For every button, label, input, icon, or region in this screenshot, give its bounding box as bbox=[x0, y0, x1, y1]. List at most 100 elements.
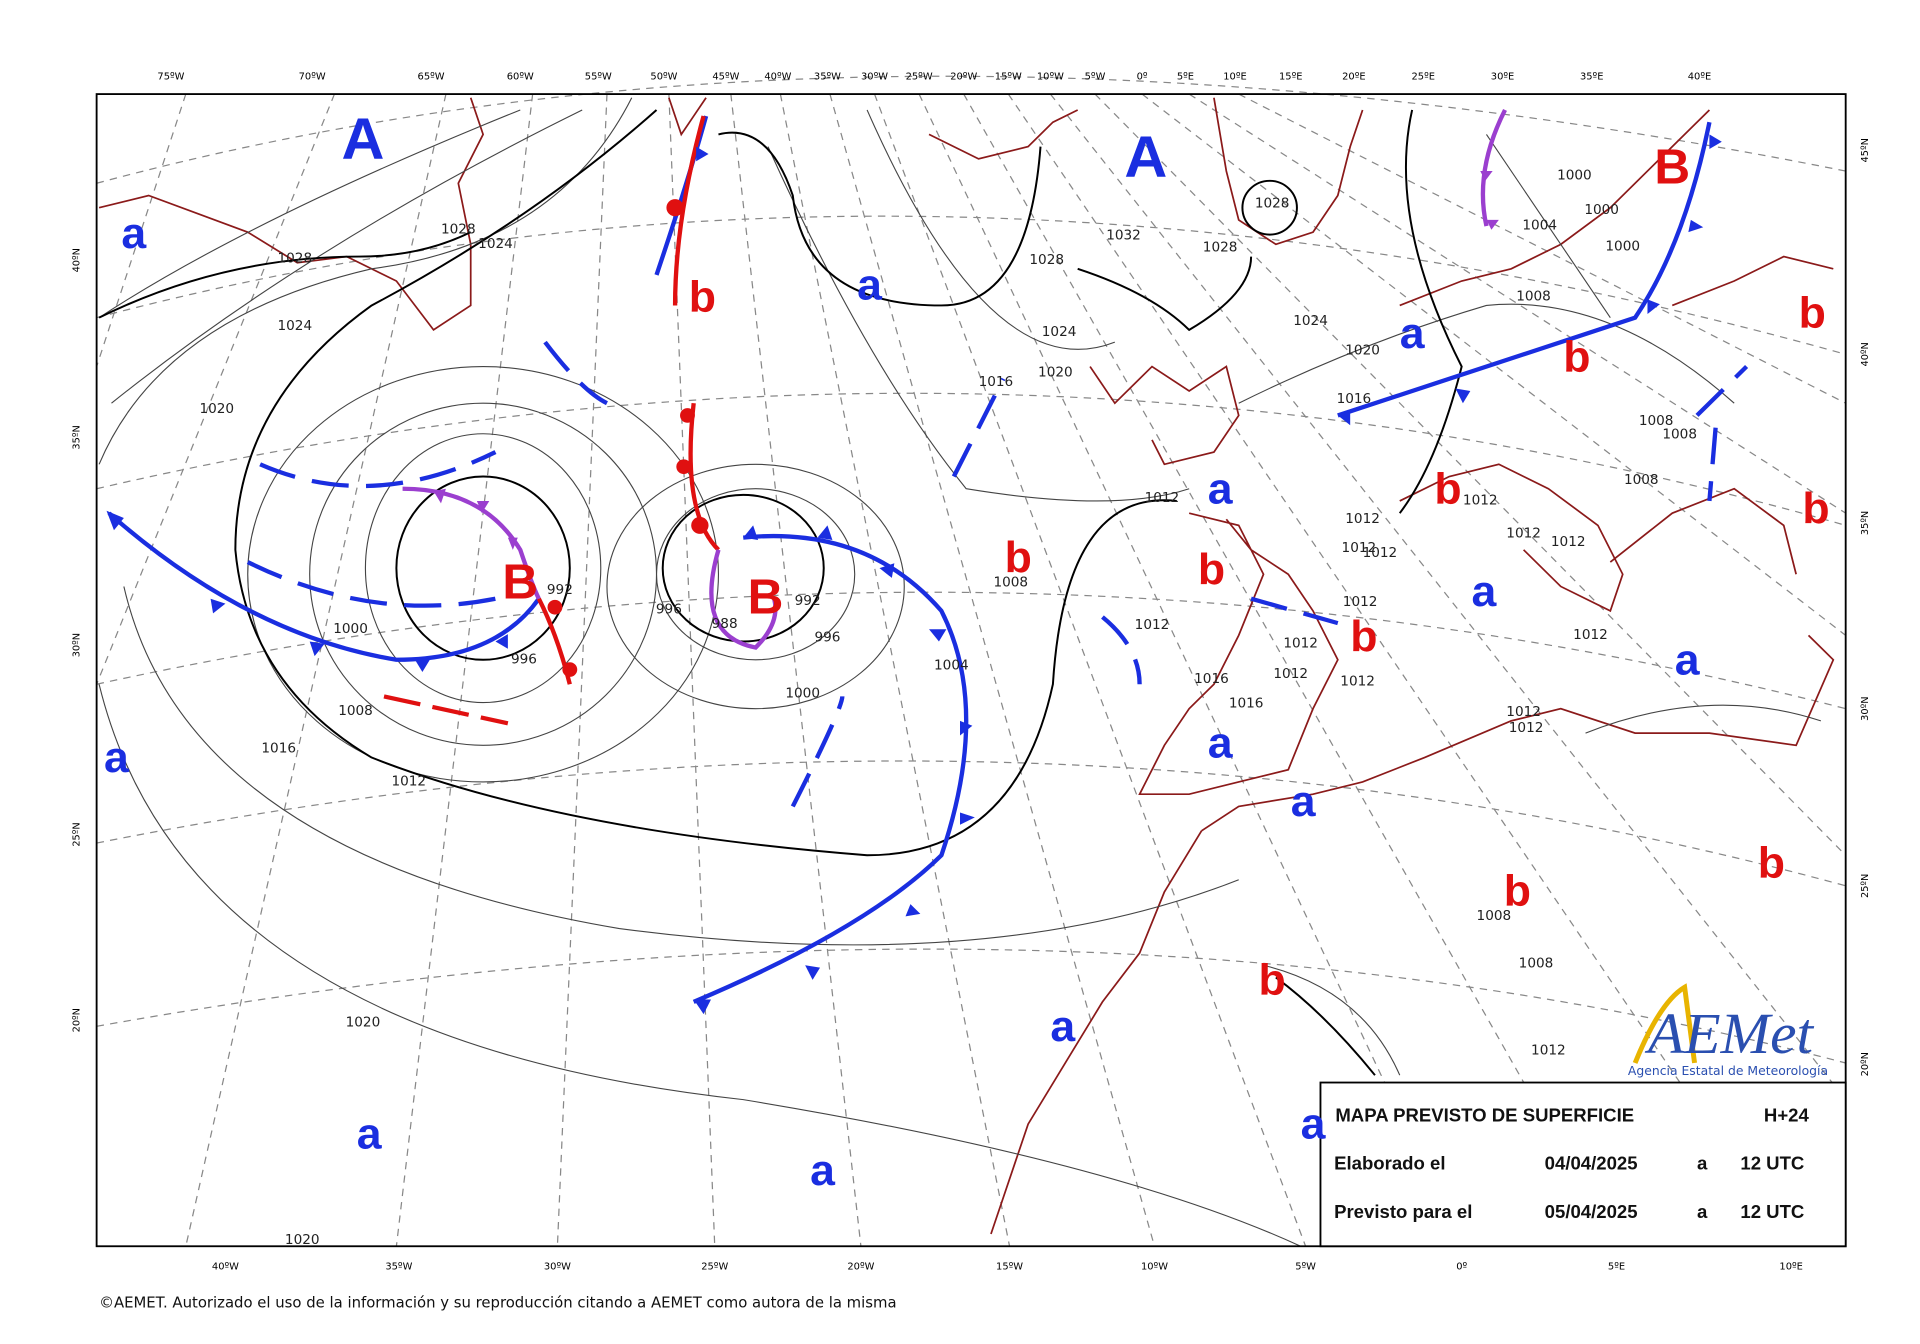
top-axis-label: 60ºW bbox=[507, 71, 534, 82]
isobar-label: 1024 bbox=[1293, 313, 1328, 329]
pressure-center: b bbox=[1758, 839, 1785, 888]
bottom-axis-label: 25ºW bbox=[701, 1262, 728, 1273]
legend-box bbox=[1319, 1081, 1847, 1248]
isobar-label: 1012 bbox=[1342, 540, 1377, 556]
isobar-label: 1020 bbox=[1038, 364, 1073, 380]
isobar-label: 1028 bbox=[1029, 252, 1064, 268]
logo: AEMet Agencia Estatal de Meteorología bbox=[1628, 983, 1828, 1078]
pressure-center: a bbox=[1472, 567, 1497, 616]
isobars bbox=[98, 97, 1822, 1247]
isobar-label: 1008 bbox=[1519, 956, 1554, 972]
pressure-center: a bbox=[1301, 1100, 1326, 1149]
coastlines bbox=[98, 97, 1835, 1235]
bottom-axis-label: 15ºW bbox=[996, 1262, 1023, 1273]
top-axis-label: 20ºW bbox=[950, 71, 977, 82]
isobar-label: 1008 bbox=[1516, 289, 1551, 305]
top-axis-label: 5ºE bbox=[1177, 71, 1194, 82]
pressure-center: a bbox=[1675, 636, 1700, 685]
bottom-axis-label: 35ºW bbox=[385, 1262, 412, 1273]
pressure-center: A bbox=[1124, 125, 1167, 191]
legend-cell: 04/04/2025 bbox=[1545, 1152, 1638, 1173]
legend-cell: 05/04/2025 bbox=[1545, 1201, 1638, 1222]
top-axis-label: 30ºW bbox=[861, 71, 888, 82]
pressure-center: a bbox=[1208, 465, 1233, 514]
top-axis-label: 70ºW bbox=[299, 71, 326, 82]
isobar-label: 1012 bbox=[1135, 617, 1170, 633]
top-axis-label: 35ºE bbox=[1580, 71, 1604, 82]
top-axis-label: 10ºE bbox=[1223, 71, 1247, 82]
bottom-axis-label: 0º bbox=[1456, 1262, 1467, 1273]
top-axis-label: 45ºW bbox=[712, 71, 739, 82]
isobar-label: 1004 bbox=[934, 658, 969, 674]
pressure-center: b bbox=[1259, 956, 1286, 1005]
isobar-label: 1012 bbox=[1340, 674, 1375, 690]
isobar-label: 1032 bbox=[1106, 228, 1141, 244]
legend-cell: a bbox=[1697, 1152, 1708, 1173]
top-axis-label: 15ºE bbox=[1279, 71, 1303, 82]
copyright: ©AEMET. Autorizado el uso de la informac… bbox=[99, 1294, 896, 1311]
top-axis-label: 75ºW bbox=[157, 71, 184, 82]
pressure-center: b bbox=[1350, 612, 1377, 661]
pressure-center: a bbox=[121, 209, 146, 258]
top-axis-label: 25ºE bbox=[1412, 71, 1436, 82]
isobar-label: 1024 bbox=[277, 318, 312, 334]
right-axis-label: 35ºN bbox=[1860, 511, 1871, 535]
pressure-center: a bbox=[104, 733, 129, 782]
isobar-label: 992 bbox=[795, 593, 821, 609]
top-axis-label: 40ºW bbox=[764, 71, 791, 82]
isobar-label: 1012 bbox=[1573, 627, 1608, 643]
pressure-center: a bbox=[357, 1110, 382, 1159]
bottom-axis-label: 5ºE bbox=[1608, 1262, 1625, 1273]
top-axis-label: 10ºW bbox=[1037, 71, 1064, 82]
legend-cell: 12 UTC bbox=[1740, 1152, 1804, 1173]
pressure-center: a bbox=[857, 261, 882, 310]
isobar-label: 988 bbox=[712, 616, 738, 632]
left-axis-label: 20ºN bbox=[71, 1008, 82, 1032]
isobar-label: 1012 bbox=[1506, 704, 1541, 720]
isobar-label: 1008 bbox=[1624, 472, 1659, 488]
legend-cell: 12 UTC bbox=[1740, 1201, 1804, 1222]
isobar-label: 1024 bbox=[478, 236, 513, 252]
pressure-center: b bbox=[689, 273, 716, 322]
isobar-label: 1008 bbox=[1662, 427, 1697, 443]
pressure-center: a bbox=[1400, 309, 1425, 358]
pressure-center: B bbox=[1654, 140, 1690, 195]
isobar-label: 1016 bbox=[261, 741, 296, 757]
pressure-center: a bbox=[1050, 1002, 1075, 1051]
legend-cell: a bbox=[1697, 1201, 1708, 1222]
bottom-axis-label: 30ºW bbox=[544, 1262, 571, 1273]
isobar-label: 1000 bbox=[1557, 168, 1592, 184]
isobar-label: 1020 bbox=[199, 401, 234, 417]
isobar-label: 1000 bbox=[785, 686, 820, 702]
bottom-axis-label: 20ºW bbox=[847, 1262, 874, 1273]
top-axis-label: 15ºW bbox=[995, 71, 1022, 82]
pressure-center: a bbox=[1291, 777, 1316, 826]
isobar-label: 1004 bbox=[1522, 218, 1557, 234]
isobar-label: 1012 bbox=[1145, 490, 1180, 506]
isobar-label: 992 bbox=[547, 582, 573, 598]
top-axis-label: 5ºW bbox=[1085, 71, 1106, 82]
pressure-center: a bbox=[810, 1146, 835, 1195]
isobar-label: 1012 bbox=[1273, 666, 1308, 682]
isobar-label: 1020 bbox=[285, 1232, 320, 1248]
isobar-label: 996 bbox=[656, 601, 682, 617]
right-axis-label: 40ºN bbox=[1860, 342, 1871, 366]
right-axis-label: 20ºN bbox=[1860, 1052, 1871, 1076]
isobar-label: 1028 bbox=[1255, 196, 1290, 212]
pressure-center: b bbox=[1799, 289, 1826, 338]
bottom-axis-label: 10ºE bbox=[1779, 1262, 1803, 1273]
top-axis-label: 35ºW bbox=[814, 71, 841, 82]
bottom-axis-label: 10ºW bbox=[1141, 1262, 1168, 1273]
logo-subtitle: Agencia Estatal de Meteorología bbox=[1628, 1064, 1828, 1078]
isobar-label: 1020 bbox=[1345, 342, 1380, 358]
isobar-label: 1016 bbox=[979, 374, 1014, 390]
isobar-label: 1012 bbox=[1506, 526, 1541, 542]
pressure-center: b bbox=[1005, 533, 1032, 582]
right-axis-label: 25ºN bbox=[1860, 874, 1871, 898]
isobar-label: 1008 bbox=[1477, 908, 1512, 924]
isobar-label: 1008 bbox=[1639, 413, 1674, 429]
fronts bbox=[107, 109, 1749, 1004]
legend-cell: Previsto para el bbox=[1334, 1201, 1472, 1222]
pressure-center: b bbox=[1563, 333, 1590, 382]
isobar-label: 1028 bbox=[441, 221, 476, 237]
